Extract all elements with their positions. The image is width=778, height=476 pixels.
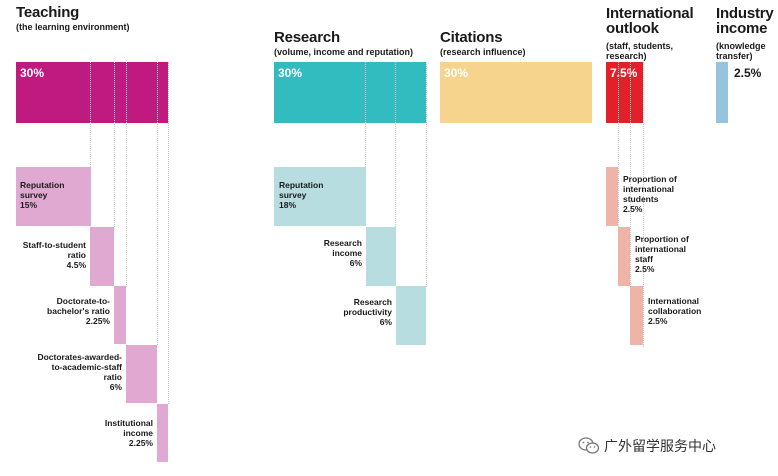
teaching-staff-student-bar [90,227,114,286]
international-students-label: Proportion of international students 2.5% [623,174,677,214]
teaching-divider [126,62,127,287]
research-productivity-label: Research productivity 6% [343,297,392,327]
teaching-divider [157,62,158,345]
research-divider [395,62,396,227]
international-staff-bar [618,227,630,286]
international-weight: 7.5% [610,66,638,80]
teaching-subtitle: (the learning environment) [16,22,130,32]
teaching-divider [168,62,169,404]
citations-main-bar: 30% [440,62,592,123]
teaching-doctorate-bachelor-bar [114,286,126,344]
teaching-divider [90,62,91,167]
international-students-bar [606,167,618,226]
research-income-bar [366,227,396,286]
international-collaboration-label: International collaboration 2.5% [648,296,702,326]
research-subtitle: (volume, income and reputation) [274,47,414,57]
industry-main-bar [716,62,728,123]
international-main-bar: 7.5% [606,62,643,123]
industry-title: Industry income [716,5,774,37]
wechat-icon [578,437,600,460]
teaching-doctorates-awarded-label: Doctorates-awarded-to-academic-staff rati… [37,352,122,392]
teaching-institutional-income-label: Institutional income 2.25% [104,418,153,448]
international-subtitle: (staff, students, research) [606,41,674,61]
teaching-doctorates-awarded-bar [126,345,157,403]
research-main-bar: 30% [274,62,426,123]
citations-weight: 30% [444,66,469,80]
teaching-reputation-survey-bar [16,167,91,226]
teaching-weight: 30% [20,66,45,80]
teaching-title: Teaching [16,4,80,21]
research-title: Research [274,29,340,46]
teaching-reputation-survey-label: Reputation survey 15% [20,180,65,210]
international-divider [643,62,644,347]
teaching-institutional-income-bar [157,404,168,462]
industry-weight: 2.5% [734,66,762,80]
watermark-text: 广外留学服务中心 [604,439,716,455]
research-divider [365,62,366,167]
international-staff-label: Proportion of international staff 2.5% [635,234,689,274]
teaching-main-bar: 30% [16,62,168,123]
international-divider [630,62,631,287]
international-collaboration-bar [630,286,643,345]
industry-subtitle: (knowledge transfer) [716,41,766,61]
citations-title: Citations [440,29,503,46]
research-reputation-survey-bar [274,167,366,226]
research-reputation-survey-label: Reputation survey 18% [279,180,324,210]
international-title: International outlook [606,5,694,37]
research-income-label: Research income 6% [323,238,362,268]
teaching-staff-student-label: Staff-to-student ratio 4.5% [22,240,86,270]
research-weight: 30% [278,66,303,80]
research-divider [426,62,427,287]
teaching-divider [114,62,115,227]
international-divider [618,62,619,227]
research-productivity-bar [396,286,426,345]
teaching-doctorate-bachelor-label: Doctorate-to-bachelor's ratio 2.25% [47,296,110,326]
citations-subtitle: (research influence) [440,47,526,57]
